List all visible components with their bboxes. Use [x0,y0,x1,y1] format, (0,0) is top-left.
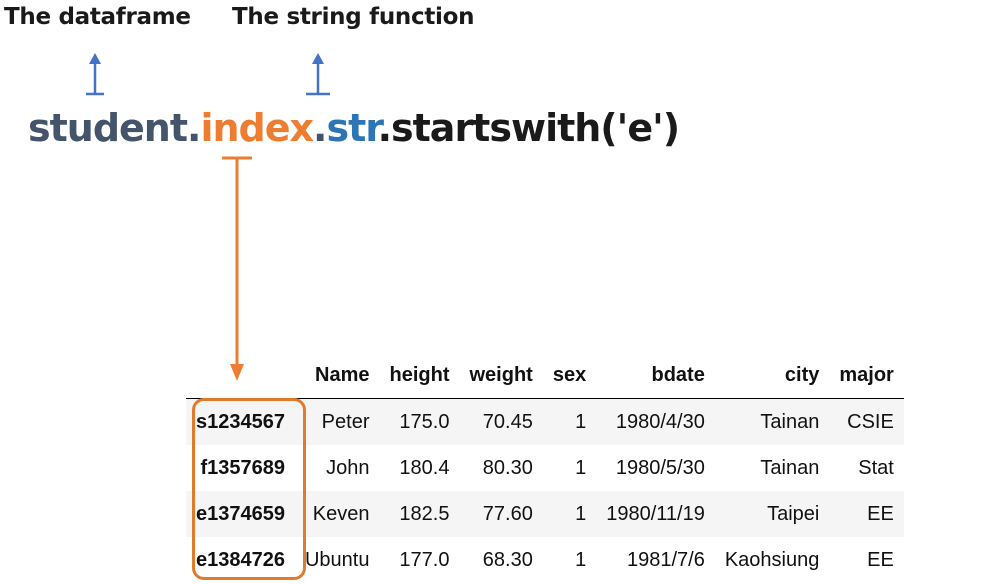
row-index: s1234567 [196,410,285,433]
cell-weight: 80.30 [482,456,533,479]
row-index: e1384726 [196,548,285,571]
code-dot: . [187,106,201,150]
cell-major: EE [867,502,894,525]
header-weight: weight [459,352,543,399]
cell-height: 182.5 [399,502,450,525]
cell-bdate: 1980/5/30 [615,456,705,479]
string-function-label: The string function [232,4,475,30]
header-name: Name [294,352,380,399]
code-attribute: index [200,106,314,150]
cell-weight: 68.30 [482,548,533,571]
cell-name: Keven [312,502,370,525]
cell-sex: 1 [575,410,587,433]
code-expression: student.index.str.startswith('e') [28,106,681,150]
code-object: student [28,106,188,150]
cell-height: 177.0 [399,548,450,571]
header-index [186,352,295,399]
cell-name: Peter [321,410,370,433]
cell-weight: 70.45 [482,410,533,433]
cell-major: EE [867,548,894,571]
cell-bdate: 1981/7/6 [626,548,705,571]
table-row: f1357689 John 180.4 80.30 1 1980/5/30 Ta… [186,445,904,491]
cell-bdate: 1980/11/19 [606,502,705,525]
cell-height: 180.4 [399,456,450,479]
dataframe-label: The dataframe [4,4,191,30]
row-index: f1357689 [200,456,285,479]
header-height: height [379,352,460,399]
table-header-row: Name height weight sex bdate city major [186,352,904,399]
string-function-arrow [306,53,330,96]
dataframe-arrow [86,53,104,96]
header-major: major [829,352,904,399]
cell-major: Stat [858,456,894,479]
cell-major: CSIE [847,410,894,433]
code-dot: . [313,106,327,150]
header-bdate: bdate [596,352,715,399]
cell-name: John [326,456,370,479]
table-row: e1384726 Ubuntu 177.0 68.30 1 1981/7/6 K… [186,537,904,583]
dataframe-table: Name height weight sex bdate city major … [186,352,904,583]
cell-weight: 77.60 [482,502,533,525]
header-city: city [714,352,830,399]
index-highlight-box [192,398,306,580]
row-index: e1374659 [196,502,285,525]
cell-name: Ubuntu [304,548,370,571]
index-arrow [222,156,252,381]
code-accessor: str [326,106,378,150]
cell-bdate: 1980/4/30 [615,410,705,433]
cell-sex: 1 [575,502,587,525]
cell-city: Tainan [760,456,820,479]
cell-height: 175.0 [399,410,450,433]
cell-city: Kaohsiung [724,548,820,571]
cell-sex: 1 [575,456,587,479]
code-method: .startswith('e') [377,106,681,150]
cell-city: Tainan [760,410,820,433]
cell-city: Taipei [767,502,820,525]
cell-sex: 1 [575,548,587,571]
header-sex: sex [542,352,597,399]
